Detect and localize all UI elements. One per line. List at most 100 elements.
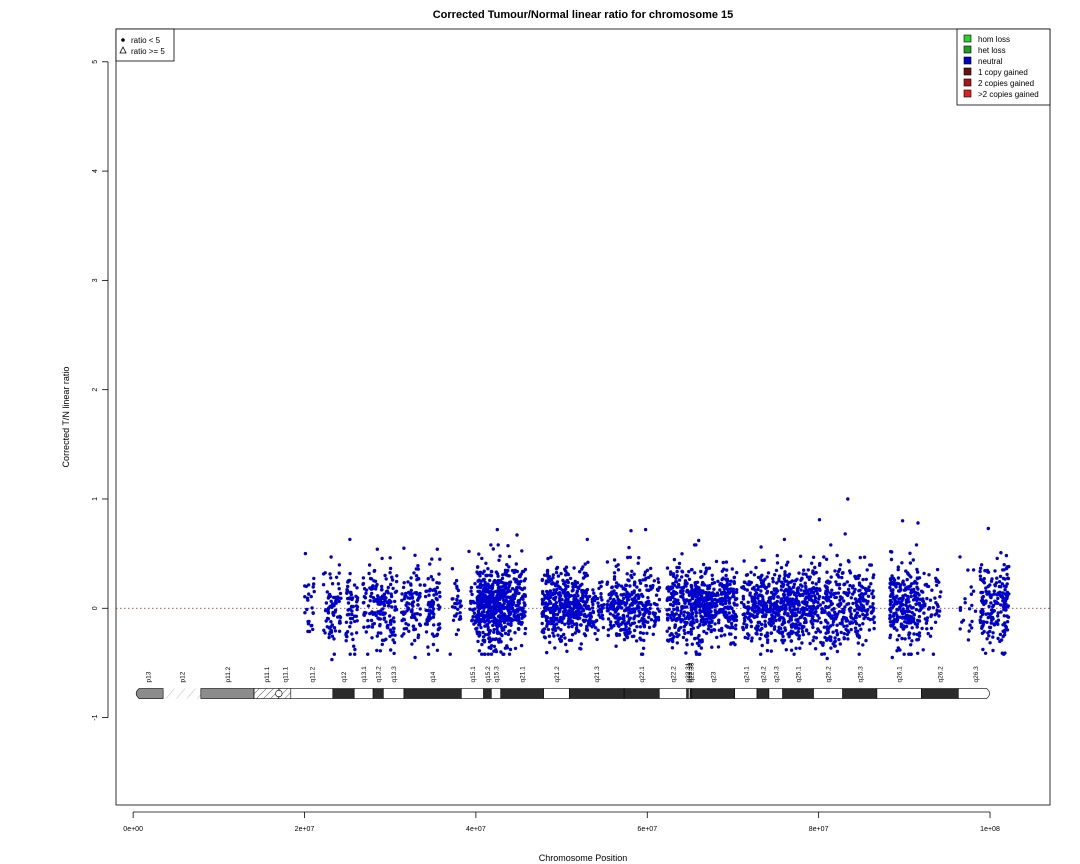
- data-point: [837, 575, 841, 579]
- data-point: [590, 606, 595, 610]
- data-point: [907, 633, 911, 637]
- data-point: [513, 617, 518, 622]
- data-point: [655, 587, 660, 592]
- data-point: [796, 617, 800, 622]
- data-point: [996, 611, 1000, 615]
- data-point: [438, 594, 442, 599]
- data-point: [555, 612, 560, 617]
- data-point: [1005, 582, 1009, 586]
- data-point: [437, 572, 441, 576]
- data-point: [612, 558, 617, 562]
- data-point: [700, 620, 705, 624]
- data-point: [621, 614, 626, 618]
- data-point: [614, 584, 618, 589]
- data-point: [700, 575, 704, 579]
- symbol-legend: ratio < 5 ratio >= 5: [115, 28, 175, 62]
- data-point: [695, 641, 700, 645]
- data-point: [759, 545, 763, 549]
- data-point: [915, 585, 919, 589]
- data-point: [473, 582, 477, 586]
- data-point: [649, 566, 653, 571]
- data-point: [781, 616, 785, 620]
- data-point: [744, 573, 749, 577]
- data-point: [475, 626, 479, 630]
- data-point: [710, 619, 714, 623]
- data-point: [891, 576, 896, 581]
- data-point: [571, 613, 576, 617]
- data-point: [896, 565, 900, 569]
- data-point: [917, 634, 922, 638]
- data-point: [729, 579, 733, 583]
- data-point: [348, 625, 352, 629]
- data-point: [781, 634, 785, 639]
- data-point: [693, 571, 697, 575]
- data-point: [643, 527, 648, 532]
- data-point: [514, 603, 518, 608]
- data-point: [511, 595, 515, 600]
- data-point: [333, 629, 338, 633]
- data-point: [523, 593, 527, 597]
- data-point: [801, 606, 805, 610]
- data-point: [695, 618, 699, 622]
- data-point: [910, 639, 914, 643]
- data-point: [937, 580, 941, 584]
- data-point: [548, 601, 552, 605]
- data-point: [915, 567, 919, 572]
- data-point: [861, 612, 865, 617]
- data-point: [390, 605, 394, 609]
- data-point: [483, 652, 487, 656]
- data-point: [546, 556, 550, 561]
- data-point: [625, 614, 630, 618]
- data-point: [349, 590, 353, 595]
- data-point: [713, 608, 717, 613]
- data-point: [392, 640, 397, 645]
- data-point: [478, 599, 482, 604]
- data-point: [493, 637, 497, 642]
- data-point: [725, 568, 729, 572]
- data-point: [645, 631, 649, 635]
- band-q26.1: [876, 688, 922, 699]
- data-point: [822, 555, 826, 559]
- data-point: [392, 620, 396, 624]
- data-point: [671, 574, 676, 578]
- band-q13.1: [353, 688, 374, 699]
- data-point: [782, 607, 787, 611]
- data-point: [553, 597, 557, 602]
- data-point: [759, 589, 763, 593]
- data-point: [906, 597, 910, 601]
- data-point: [728, 616, 732, 621]
- data-point: [362, 625, 366, 629]
- data-point: [344, 631, 348, 636]
- data-point: [787, 619, 791, 624]
- data-point: [856, 641, 860, 645]
- data-point: [321, 583, 326, 587]
- data-point: [310, 606, 314, 610]
- data-point: [763, 624, 768, 628]
- data-point: [672, 607, 676, 612]
- data-point: [988, 612, 993, 616]
- data-point: [853, 626, 858, 630]
- data-point: [507, 652, 512, 656]
- data-point: [842, 632, 846, 636]
- data-point: [690, 568, 694, 572]
- x-tick-label: 4e+07: [466, 826, 486, 833]
- data-point: [720, 626, 724, 631]
- data-point: [669, 570, 673, 574]
- data-point: [723, 605, 728, 610]
- data-point: [752, 615, 757, 620]
- data-point: [506, 595, 510, 599]
- data-point: [365, 625, 370, 629]
- band-q25.1: [782, 688, 814, 699]
- data-point: [552, 603, 556, 607]
- data-point: [348, 537, 352, 542]
- data-point: [815, 592, 820, 596]
- data-point: [802, 568, 806, 572]
- data-point: [687, 617, 691, 621]
- data-point: [912, 632, 916, 636]
- data-point: [379, 588, 384, 592]
- data-point: [725, 579, 729, 583]
- data-point: [409, 609, 414, 614]
- data-point: [911, 618, 915, 622]
- data-point: [626, 555, 630, 560]
- data-point: [624, 625, 628, 629]
